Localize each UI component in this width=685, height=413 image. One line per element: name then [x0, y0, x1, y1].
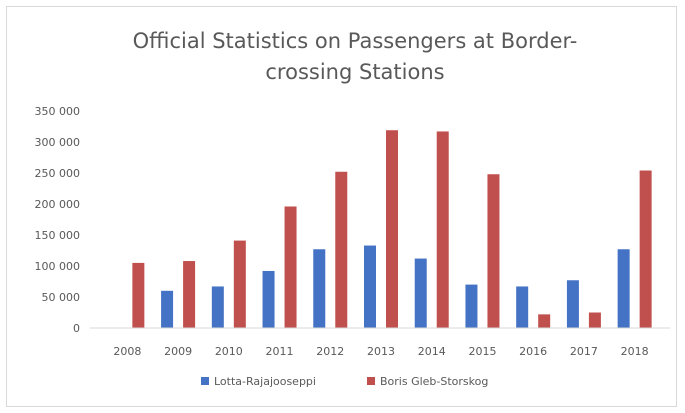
x-tick-label: 2010: [215, 345, 243, 358]
bar-series-1-2010: [211, 286, 224, 328]
bar-series-1-2013: [364, 245, 376, 328]
bar-series-2-2009: [183, 261, 196, 328]
x-axis-labels: 2008 2009 2010 2011 2012 2013 2014 2015 2016 2017…: [113, 345, 648, 358]
bar-series-2-2015: [487, 174, 500, 328]
x-tick-label: 2016: [519, 345, 547, 358]
legend-label-1: Lotta-Rajajooseppi: [214, 375, 316, 388]
bar-series-1-2018: [617, 249, 630, 328]
y-tick-label: 200 000: [35, 198, 81, 211]
y-tick-label: 300 000: [35, 136, 81, 149]
chart-title-line-1: Official Statistics on Passengers at Bor…: [132, 29, 578, 53]
bar-series-2-2014: [436, 131, 449, 328]
bar-series-2-2018: [639, 170, 652, 328]
bar-series-1-2009: [161, 290, 174, 328]
bar-series-2-2012: [335, 171, 348, 328]
chart-title-line-2: crossing Stations: [265, 60, 445, 84]
bar-series-2-2008: [132, 262, 145, 328]
y-tick-label: 100 000: [35, 260, 81, 273]
y-tick-label: 0: [73, 322, 80, 335]
y-tick-label: 250 000: [35, 167, 81, 180]
y-tick-label: 150 000: [35, 229, 81, 242]
y-axis-labels: 0 50 000 100 000 150 000 200 000 250 000 300 0…: [35, 105, 81, 335]
x-tick-label: 2014: [418, 345, 446, 358]
x-tick-label: 2018: [621, 345, 649, 358]
legend-swatch-2: [367, 377, 375, 385]
legend: Lotta-Rajajooseppi Boris Gleb-Storskog: [201, 375, 488, 388]
chart-title: Official Statistics on Passengers at Bor…: [0, 26, 685, 88]
x-tick-label: 2013: [367, 345, 395, 358]
x-tick-label: 2009: [164, 345, 192, 358]
bar-series-1-2016: [516, 286, 529, 328]
x-tick-label: 2015: [468, 345, 496, 358]
legend-swatch-1: [201, 377, 209, 385]
x-tick-label: 2008: [113, 345, 141, 358]
bar-series-1-2011: [262, 270, 275, 328]
bar-series-1-2015: [465, 284, 478, 328]
y-tick-label: 50 000: [42, 291, 81, 304]
bar-series-1-2017: [566, 280, 579, 328]
x-tick-label: 2017: [570, 345, 598, 358]
bar-series-2-2011: [284, 206, 297, 328]
bars: [132, 130, 652, 328]
bar-series-1-2012: [313, 249, 326, 328]
bar-series-2-2010: [233, 240, 246, 328]
x-tick-label: 2012: [316, 345, 344, 358]
bar-series-1-2014: [414, 258, 427, 328]
legend-label-2: Boris Gleb-Storskog: [380, 375, 488, 388]
bar-series-2-2013: [386, 130, 398, 328]
bar-series-2-2016: [538, 314, 551, 328]
x-tick-label: 2011: [266, 345, 294, 358]
bar-series-2-2017: [588, 312, 601, 328]
y-tick-label: 350 000: [35, 105, 81, 118]
